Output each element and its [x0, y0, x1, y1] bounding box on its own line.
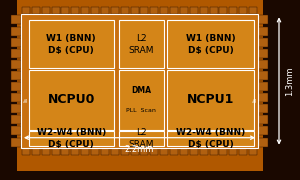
Bar: [258, 104, 268, 113]
Bar: [32, 148, 40, 155]
Bar: [209, 7, 217, 14]
Bar: [180, 148, 188, 155]
Bar: [101, 7, 109, 14]
Bar: [118, 20, 164, 68]
Text: NCPU1: NCPU1: [187, 93, 234, 106]
Bar: [22, 148, 30, 155]
Bar: [11, 127, 21, 135]
Bar: [239, 7, 247, 14]
Bar: [140, 148, 148, 155]
Bar: [209, 148, 217, 155]
Bar: [160, 7, 168, 14]
Bar: [91, 148, 99, 155]
Text: W2-W4 (BNN)
D$ (CPU): W2-W4 (BNN) D$ (CPU): [176, 128, 245, 149]
Bar: [52, 148, 60, 155]
Bar: [229, 148, 237, 155]
Bar: [167, 131, 254, 146]
Bar: [42, 148, 50, 155]
Bar: [239, 148, 247, 155]
Bar: [219, 148, 227, 155]
Bar: [28, 131, 114, 146]
Bar: [91, 7, 99, 14]
Bar: [130, 7, 139, 14]
Text: W1 (BNN)
D$ (CPU): W1 (BNN) D$ (CPU): [186, 34, 235, 55]
Bar: [180, 7, 188, 14]
Bar: [258, 60, 268, 69]
Text: W2-W4 (BNN)
D$ (CPU): W2-W4 (BNN) D$ (CPU): [37, 128, 106, 149]
Bar: [11, 104, 21, 113]
Bar: [190, 7, 198, 14]
Bar: [258, 38, 268, 47]
Bar: [11, 60, 21, 69]
Bar: [11, 27, 21, 35]
Bar: [140, 7, 148, 14]
Bar: [52, 7, 60, 14]
Bar: [22, 7, 30, 14]
Bar: [121, 7, 129, 14]
Bar: [0, 171, 300, 180]
Bar: [118, 131, 164, 146]
Bar: [170, 148, 178, 155]
Bar: [11, 15, 21, 24]
Bar: [71, 7, 80, 14]
Text: W1 (BNN)
D$ (CPU): W1 (BNN) D$ (CPU): [46, 34, 96, 55]
Bar: [258, 115, 268, 124]
Bar: [42, 7, 50, 14]
Bar: [61, 148, 70, 155]
Text: 2.2mm: 2.2mm: [125, 145, 154, 154]
Bar: [258, 138, 268, 147]
Bar: [258, 93, 268, 102]
Bar: [111, 7, 119, 14]
Bar: [11, 138, 21, 147]
Bar: [258, 71, 268, 80]
Bar: [258, 49, 268, 58]
Bar: [81, 148, 89, 155]
Bar: [28, 20, 114, 68]
Bar: [249, 7, 257, 14]
Bar: [130, 148, 139, 155]
Bar: [262, 0, 300, 180]
Text: L2
SRAM: L2 SRAM: [128, 128, 154, 149]
Bar: [258, 27, 268, 35]
Bar: [150, 148, 158, 155]
Bar: [160, 148, 168, 155]
Bar: [11, 93, 21, 102]
Bar: [190, 148, 198, 155]
Bar: [21, 14, 258, 148]
Bar: [11, 115, 21, 124]
Bar: [11, 49, 21, 58]
Bar: [11, 38, 21, 47]
Bar: [101, 148, 109, 155]
Bar: [249, 148, 257, 155]
Bar: [81, 7, 89, 14]
Bar: [71, 148, 80, 155]
Bar: [0, 0, 16, 180]
Text: L2
SRAM: L2 SRAM: [128, 34, 154, 55]
Bar: [28, 70, 114, 130]
Bar: [200, 7, 208, 14]
Bar: [111, 148, 119, 155]
Bar: [167, 20, 254, 68]
Bar: [258, 82, 268, 91]
Text: Is: Is: [23, 97, 28, 102]
Bar: [200, 148, 208, 155]
Bar: [11, 71, 21, 80]
Bar: [258, 15, 268, 24]
Bar: [121, 148, 129, 155]
Bar: [150, 7, 158, 14]
Bar: [167, 70, 254, 130]
Bar: [258, 127, 268, 135]
Bar: [219, 7, 227, 14]
Bar: [32, 7, 40, 14]
Text: DMA: DMA: [131, 87, 151, 95]
Text: 1.3mm: 1.3mm: [285, 66, 294, 96]
Bar: [170, 7, 178, 14]
Bar: [11, 82, 21, 91]
Bar: [229, 7, 237, 14]
Bar: [118, 70, 164, 130]
Bar: [61, 7, 70, 14]
Text: Is: Is: [252, 97, 257, 102]
Text: NCPU0: NCPU0: [48, 93, 95, 106]
Text: PLL  Scan: PLL Scan: [126, 108, 156, 113]
